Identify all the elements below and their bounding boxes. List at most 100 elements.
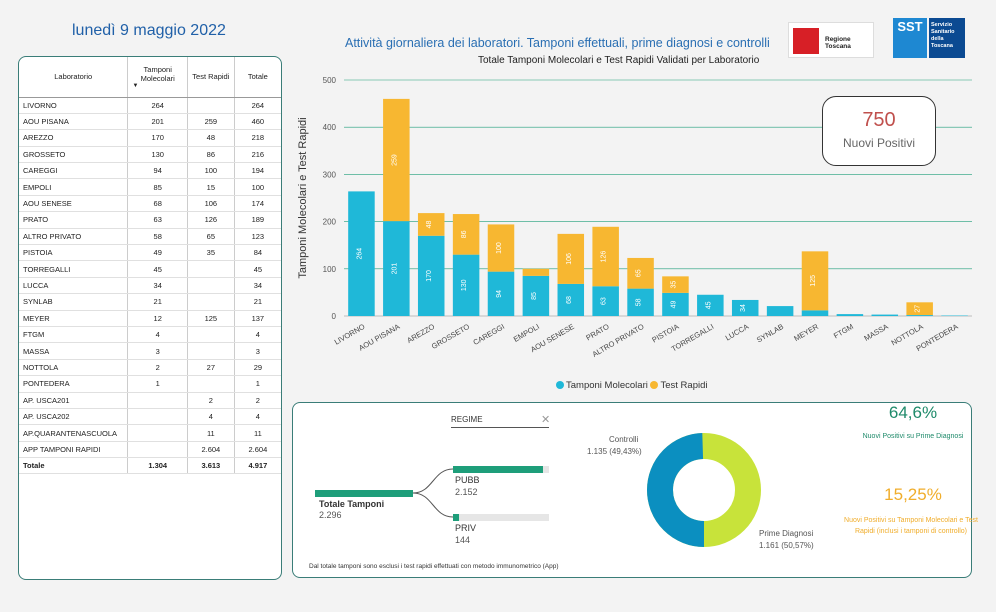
legend-item-molecolari[interactable]: Tamponi Molecolari bbox=[556, 380, 648, 391]
table-cell: AOU PISANA bbox=[19, 113, 129, 131]
bar-test-rapidi[interactable] bbox=[592, 226, 619, 287]
table-row[interactable]: MASSA 3 3 bbox=[19, 342, 281, 360]
donut-slice-controlli[interactable] bbox=[647, 433, 761, 547]
table-cell: Totale bbox=[19, 457, 129, 475]
table-cell: 21 bbox=[234, 293, 281, 311]
table-row[interactable]: LIVORNO 264 264 bbox=[19, 97, 281, 114]
legend-dot-icon bbox=[556, 381, 564, 390]
pubb-bar[interactable] bbox=[453, 466, 543, 473]
table-row[interactable]: LUCCA 34 34 bbox=[19, 277, 281, 295]
bar-molecolari[interactable] bbox=[383, 221, 410, 316]
table-row[interactable]: AP. USCA201 2 2 bbox=[19, 392, 281, 409]
table-cell: AREZZO bbox=[19, 129, 129, 147]
bar-data-label: 48 bbox=[426, 220, 433, 228]
table-row[interactable]: GROSSETO 130 86 216 bbox=[19, 146, 281, 164]
bar-test-rapidi[interactable] bbox=[801, 251, 829, 311]
table-cell: 1 bbox=[234, 375, 281, 393]
table-row[interactable]: AOU SENESE 68 106 174 bbox=[19, 195, 281, 213]
laboratory-table-panel: Laboratorio Tamponi Molecolari ▼ Test Rap… bbox=[18, 56, 282, 580]
new-positives-card: 750 Nuovi Positivi bbox=[822, 96, 936, 166]
table-cell: 4.917 bbox=[234, 457, 281, 475]
bar-molecolari[interactable] bbox=[731, 299, 759, 316]
bar-test-rapidi[interactable] bbox=[383, 98, 410, 222]
table-cell bbox=[187, 342, 235, 360]
table-row[interactable]: AREZZO 170 48 218 bbox=[19, 129, 281, 147]
table-total-row[interactable]: Totale 1.304 3.613 4.917 bbox=[19, 457, 281, 475]
table-row[interactable]: PISTOIA 49 35 84 bbox=[19, 244, 281, 262]
y-tick-label: 200 bbox=[323, 218, 337, 227]
col-header-tamponi-molecolari[interactable]: Tamponi Molecolari ▼ bbox=[127, 57, 188, 98]
table-cell: 3 bbox=[234, 342, 281, 360]
bar-molecolari[interactable] bbox=[871, 314, 899, 316]
bar-test-rapidi[interactable] bbox=[487, 224, 515, 272]
bar-test-rapidi[interactable] bbox=[906, 302, 933, 316]
bar-molecolari[interactable] bbox=[662, 292, 689, 316]
bar-molecolari[interactable] bbox=[557, 283, 585, 316]
bar-molecolari[interactable] bbox=[801, 310, 829, 316]
bar-molecolari[interactable] bbox=[836, 314, 864, 316]
bar-molecolari[interactable] bbox=[906, 315, 933, 316]
bar-test-rapidi[interactable] bbox=[662, 276, 689, 293]
priv-bar-bg bbox=[453, 514, 549, 521]
table-row[interactable]: FTGM 4 4 bbox=[19, 326, 281, 344]
table-cell: CAREGGI bbox=[19, 162, 129, 180]
bar-molecolari[interactable] bbox=[452, 254, 480, 316]
table-cell: AP.QUARANTENASCUOLA bbox=[19, 424, 129, 442]
x-category-label: CAREGGI bbox=[472, 322, 506, 347]
bar-data-label: 259 bbox=[391, 154, 398, 166]
table-cell: 2 bbox=[187, 392, 235, 409]
sst-logo: SST Servizio Sanitario della Toscana bbox=[893, 18, 965, 58]
bar-test-rapidi[interactable] bbox=[627, 257, 654, 289]
table-cell: 170 bbox=[127, 129, 188, 147]
diagnosis-donut-chart bbox=[647, 433, 761, 547]
table-row[interactable]: MEYER 12 125 137 bbox=[19, 310, 281, 327]
bar-test-rapidi[interactable] bbox=[452, 214, 480, 255]
sort-desc-icon[interactable]: ▼ bbox=[132, 82, 139, 89]
table-row[interactable]: SYNLAB 21 21 bbox=[19, 293, 281, 311]
bar-molecolari[interactable] bbox=[522, 275, 550, 316]
tree-connector bbox=[412, 492, 454, 518]
table-row[interactable]: PONTEDERA 1 1 bbox=[19, 375, 281, 393]
bar-molecolari[interactable] bbox=[487, 271, 515, 316]
bar-molecolari[interactable] bbox=[348, 191, 375, 316]
legend-item-rapidi[interactable]: Test Rapidi bbox=[650, 380, 707, 391]
prime-diagnosi-value: 1.161 (50,57%) bbox=[759, 541, 814, 550]
table-cell: 123 bbox=[234, 228, 281, 246]
bar-molecolari[interactable] bbox=[766, 306, 794, 316]
bar-molecolari[interactable] bbox=[592, 286, 619, 316]
clear-filter-icon[interactable]: ✕ bbox=[541, 414, 551, 426]
table-cell: 2.604 bbox=[187, 441, 235, 459]
bar-test-rapidi[interactable] bbox=[417, 213, 445, 236]
x-category-label: MEYER bbox=[792, 322, 820, 343]
table-row[interactable]: AP. USCA202 4 4 bbox=[19, 408, 281, 426]
priv-label: PRIV bbox=[455, 523, 477, 533]
priv-bar[interactable] bbox=[453, 514, 460, 521]
table-row[interactable]: PRATO 63 126 189 bbox=[19, 211, 281, 229]
table-row[interactable]: TORREGALLI 45 45 bbox=[19, 260, 281, 278]
table-row[interactable]: AOU PISANA 201 259 460 bbox=[19, 113, 281, 131]
pubb-label: PUBB bbox=[455, 475, 480, 485]
x-category-label: MASSA bbox=[863, 322, 890, 343]
bar-molecolari[interactable] bbox=[697, 294, 724, 316]
table-row[interactable]: ALTRO PRIVATO 58 65 123 bbox=[19, 228, 281, 246]
regime-filter-label[interactable]: REGIME bbox=[451, 415, 549, 428]
bar-data-label: 100 bbox=[496, 242, 503, 254]
table-row[interactable]: EMPOLI 85 15 100 bbox=[19, 178, 281, 196]
y-tick-label: 100 bbox=[323, 265, 337, 274]
table-row[interactable]: APP TAMPONI RAPIDI 2.604 2.604 bbox=[19, 441, 281, 459]
table-cell: 2.604 bbox=[234, 441, 281, 459]
col-header-test-rapidi[interactable]: Test Rapidi bbox=[187, 57, 235, 98]
bar-test-rapidi[interactable] bbox=[522, 268, 550, 276]
col-header-laboratorio[interactable]: Laboratorio bbox=[19, 57, 129, 98]
sst-logo-text: Servizio Sanitario della Toscana bbox=[929, 18, 965, 58]
table-cell: 35 bbox=[187, 244, 235, 262]
bar-data-label: 264 bbox=[356, 248, 363, 260]
bar-test-rapidi[interactable] bbox=[557, 233, 585, 284]
col-header-totale[interactable]: Totale bbox=[234, 57, 281, 98]
table-row[interactable]: CAREGGI 94 100 194 bbox=[19, 162, 281, 180]
total-bar[interactable] bbox=[315, 490, 413, 497]
bar-molecolari[interactable] bbox=[417, 235, 445, 316]
table-row[interactable]: AP.QUARANTENASCUOLA 11 11 bbox=[19, 424, 281, 442]
table-row[interactable]: NOTTOLA 2 27 29 bbox=[19, 359, 281, 377]
bar-molecolari[interactable] bbox=[627, 288, 654, 316]
